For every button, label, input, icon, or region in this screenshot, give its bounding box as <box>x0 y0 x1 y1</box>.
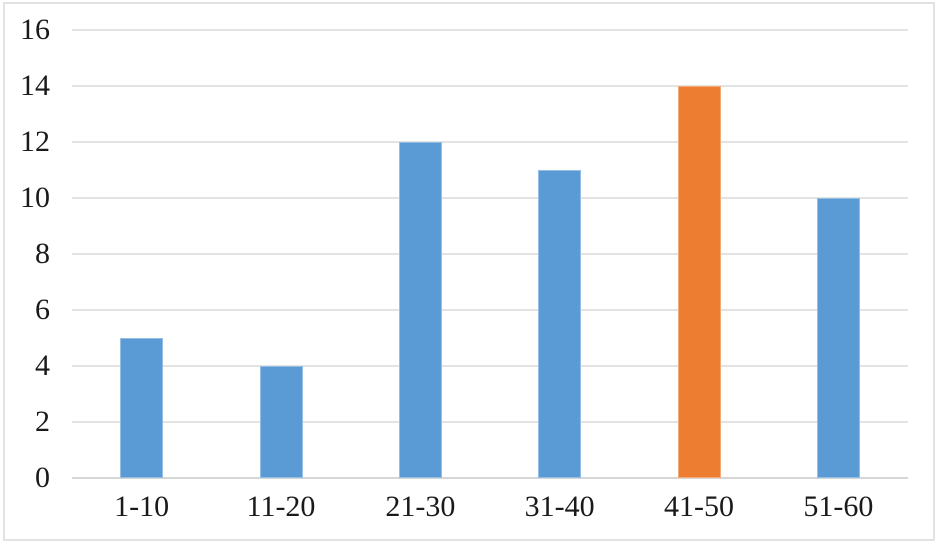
gridline <box>72 141 908 143</box>
gridline <box>72 197 908 199</box>
gridline <box>72 253 908 255</box>
gridline <box>72 85 908 87</box>
bar-21-30 <box>398 142 442 478</box>
bar-1-10 <box>120 338 164 478</box>
y-tick-label-12: 12 <box>20 125 50 158</box>
y-tick-label-16: 16 <box>20 13 50 46</box>
y-tick-label-2: 2 <box>35 405 50 438</box>
gridline <box>72 365 908 367</box>
y-tick-label-6: 6 <box>35 293 50 326</box>
bar-51-60 <box>816 198 860 478</box>
y-tick-label-4: 4 <box>35 349 50 382</box>
x-category-label-41-50: 41-50 <box>664 490 734 523</box>
x-category-label-21-30: 21-30 <box>385 490 456 523</box>
x-category-label-11-20: 11-20 <box>246 490 316 523</box>
y-tick-label-14: 14 <box>20 69 50 102</box>
y-tick-label-8: 8 <box>35 237 50 270</box>
bar-31-40 <box>538 170 582 478</box>
gridline <box>72 309 908 311</box>
x-category-label-1-10: 1-10 <box>114 490 170 523</box>
y-tick-label-10: 10 <box>20 181 50 214</box>
plot-area <box>72 29 908 479</box>
bar-41-50-highlighted <box>677 86 721 478</box>
gridline <box>72 421 908 423</box>
x-category-label-51-60: 51-60 <box>803 490 874 523</box>
y-tick-label-0: 0 <box>35 461 50 494</box>
x-axis-line <box>72 477 908 479</box>
gridline <box>72 29 908 31</box>
bar-11-20 <box>259 366 303 478</box>
x-category-label-31-40: 31-40 <box>524 490 595 523</box>
